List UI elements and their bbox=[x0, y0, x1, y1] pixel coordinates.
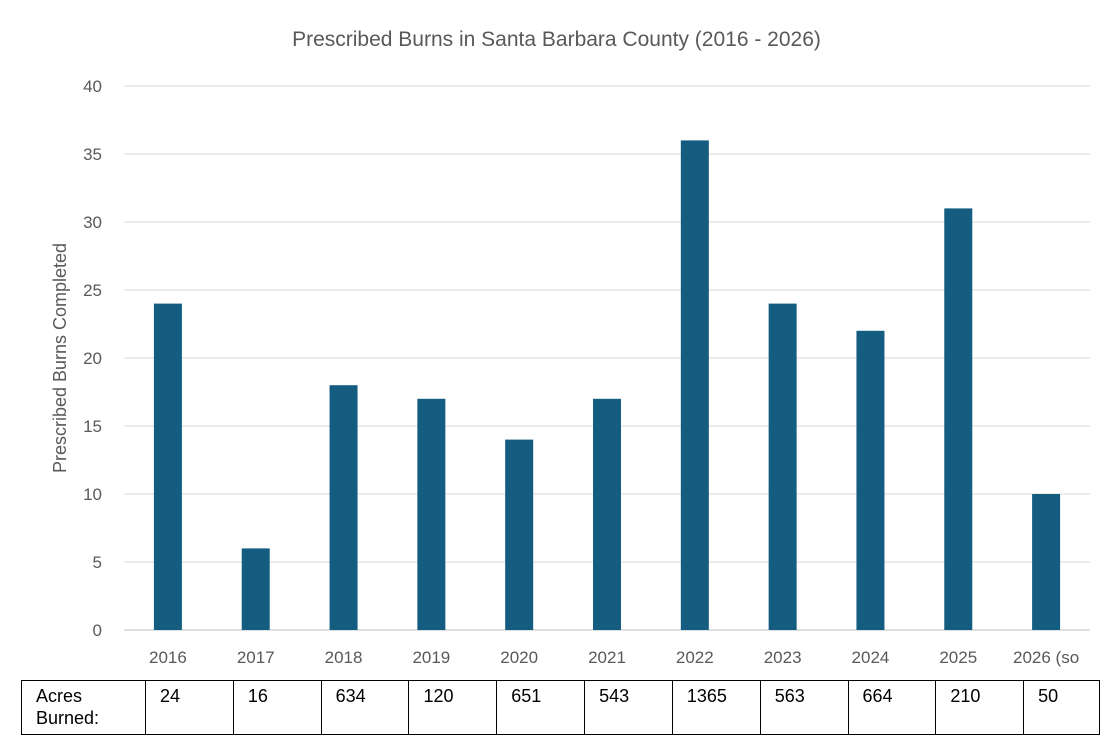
y-axis-title: Prescribed Burns Completed bbox=[50, 243, 70, 473]
acres-label-cell: Acres Burned: bbox=[21, 680, 146, 735]
y-tick-label: 0 bbox=[93, 621, 102, 640]
bar-2018 bbox=[329, 385, 358, 630]
acres-value-cell: 24 bbox=[145, 680, 234, 735]
acres-value-cell: 1365 bbox=[671, 680, 761, 735]
acres-value-cell: 664 bbox=[847, 680, 937, 735]
x-tick-label: 2024 bbox=[852, 648, 890, 667]
x-tick-label: 2020 bbox=[500, 648, 538, 667]
bar-2025 bbox=[944, 208, 973, 630]
bar-2019 bbox=[417, 398, 446, 630]
bar-2017 bbox=[241, 548, 270, 630]
acres-value-cell: 120 bbox=[408, 680, 498, 735]
x-tick-label: 2023 bbox=[764, 648, 802, 667]
y-tick-label: 5 bbox=[93, 553, 102, 572]
acres-value-cell: 563 bbox=[759, 680, 849, 735]
bar-2023 bbox=[768, 303, 797, 630]
y-axis-ticks: 0 5 10 15 20 25 30 35 40 bbox=[83, 77, 102, 640]
y-tick-label: 15 bbox=[83, 417, 102, 436]
x-tick-label: 2018 bbox=[325, 648, 363, 667]
x-tick-label: 2022 bbox=[676, 648, 714, 667]
acres-value-cell: 16 bbox=[232, 680, 322, 735]
bar-2020 bbox=[505, 439, 534, 630]
x-tick-label: 2016 bbox=[149, 648, 187, 667]
y-tick-label: 20 bbox=[83, 349, 102, 368]
bars bbox=[153, 140, 1061, 630]
x-tick-label: 2025 bbox=[939, 648, 977, 667]
bar-2022 bbox=[680, 140, 709, 630]
acres-value-cell: 634 bbox=[320, 680, 410, 735]
chart-title: Prescribed Burns in Santa Barbara County… bbox=[292, 28, 821, 51]
y-tick-label: 35 bbox=[83, 145, 102, 164]
acres-label-line1: Acres bbox=[36, 686, 83, 706]
y-tick-label: 10 bbox=[83, 485, 102, 504]
acres-label-line2: Burned: bbox=[36, 708, 100, 728]
bar-2026-so bbox=[1032, 494, 1061, 630]
acres-burned-table: Acres Burned: 24 16 634 120 651 543 1365 563 664… bbox=[21, 680, 1101, 735]
y-tick-label: 30 bbox=[83, 213, 102, 232]
x-axis-ticks: 2016 2017 2018 2019 2020 2021 2022 2023 2024 2025… bbox=[149, 648, 1079, 667]
acres-value-cell: 651 bbox=[496, 680, 586, 735]
acres-value-cell: 210 bbox=[935, 680, 1025, 735]
x-tick-label: 2017 bbox=[237, 648, 275, 667]
bar-2021 bbox=[593, 398, 621, 630]
x-tick-label: 2021 bbox=[588, 648, 626, 667]
x-tick-label: 2026 (so bbox=[1013, 648, 1079, 667]
bar-2024 bbox=[856, 330, 885, 630]
x-tick-label: 2019 bbox=[412, 648, 450, 667]
acres-value-cell: 50 bbox=[1023, 680, 1101, 735]
acres-value-cell: 543 bbox=[584, 680, 673, 735]
y-tick-label: 40 bbox=[83, 77, 102, 96]
bar-2016 bbox=[153, 303, 182, 630]
y-tick-label: 25 bbox=[83, 281, 102, 300]
acres-row: Acres Burned: 24 16 634 120 651 543 1365 563 664… bbox=[21, 680, 1101, 735]
